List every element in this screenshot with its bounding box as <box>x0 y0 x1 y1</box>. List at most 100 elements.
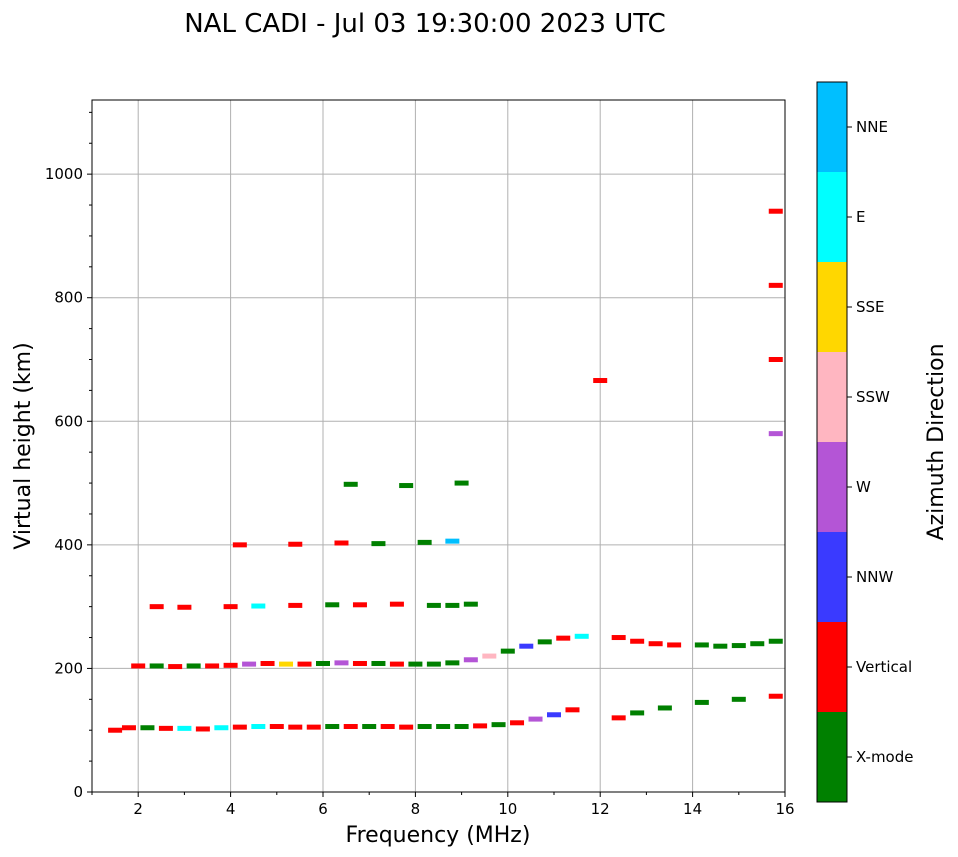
echo-point <box>510 720 525 726</box>
colorbar-segment <box>817 442 847 532</box>
x-tick-label: 14 <box>683 800 702 818</box>
echo-point <box>694 699 709 705</box>
echo-point <box>168 664 183 670</box>
plot-frame <box>91 99 786 793</box>
echo-point <box>325 602 340 608</box>
echo-point <box>454 724 469 730</box>
echo-point <box>205 663 220 669</box>
echo-point <box>556 635 571 641</box>
echo-point <box>334 540 349 546</box>
x-axis-ticks: 2 4 6 8 10 12 14 16 <box>91 792 795 818</box>
echo-point <box>537 639 552 645</box>
colorbar-tick-label: X-mode <box>856 748 913 766</box>
y-tick-label: 800 <box>54 289 83 307</box>
colorbar-tick-label: Vertical <box>856 658 912 676</box>
echo-point <box>288 602 303 608</box>
colorbar-tick-label: SSW <box>856 388 890 406</box>
echo-point <box>232 542 247 548</box>
chart-title: NAL CADI - Jul 03 19:30:00 2023 UTC <box>184 9 666 39</box>
y-tick-label: 1000 <box>45 165 83 183</box>
echo-point <box>491 722 506 728</box>
echo-point <box>399 724 414 730</box>
x-tick-label: 6 <box>318 800 328 818</box>
echo-point <box>528 716 543 722</box>
echo-point <box>108 727 123 733</box>
echo-point <box>343 724 358 730</box>
x-tick-label: 4 <box>226 800 236 818</box>
echo-point <box>279 661 294 667</box>
echo-point <box>297 661 312 667</box>
colorbar-segment <box>817 262 847 352</box>
echo-point <box>242 661 257 667</box>
echo-point <box>288 724 303 730</box>
colorbar-segment <box>817 532 847 622</box>
echo-point <box>593 378 608 384</box>
colorbar-tick-label: SSE <box>856 298 885 316</box>
echo-point <box>121 725 136 731</box>
echo-point <box>389 661 404 667</box>
y-tick-label: 0 <box>73 783 83 801</box>
echo-point <box>352 602 367 608</box>
echo-point <box>482 653 497 659</box>
echo-point <box>648 641 663 647</box>
echo-point <box>426 661 441 667</box>
echo-point <box>768 357 783 362</box>
echo-point <box>223 604 238 610</box>
colorbar-frame <box>816 81 848 803</box>
echo-point <box>223 662 238 668</box>
echo-point <box>131 663 146 669</box>
echo-point <box>436 724 451 730</box>
echo-point <box>500 648 515 654</box>
echo-point <box>574 633 589 639</box>
echo-point <box>334 660 349 666</box>
echo-point <box>694 642 709 648</box>
echo-point <box>667 642 682 648</box>
echo-point <box>269 724 284 730</box>
echo-point <box>371 541 386 547</box>
echo-point <box>463 657 478 663</box>
echo-point <box>389 601 404 607</box>
echo-point <box>463 601 478 607</box>
echo-point <box>426 602 441 608</box>
x-tick-label: 2 <box>133 800 143 818</box>
echo-point <box>149 663 164 669</box>
echo-point <box>454 480 469 486</box>
echo-point <box>362 724 377 730</box>
echo-point <box>713 643 728 649</box>
echo-point <box>417 724 432 730</box>
echo-point <box>630 710 645 716</box>
colorbar-tick-label: E <box>856 208 865 226</box>
echo-point <box>750 641 765 647</box>
echo-point <box>251 724 266 730</box>
colorbar-tick-label: W <box>856 478 871 496</box>
colorbar-segment <box>817 352 847 442</box>
echo-point <box>565 707 580 713</box>
echo-point <box>473 723 488 729</box>
colorbar-label: Azimuth Direction <box>924 343 949 540</box>
echo-point <box>445 602 460 608</box>
echo-point <box>214 725 229 731</box>
echo-point <box>731 643 746 649</box>
plot-area: 2 4 6 8 10 12 14 16 0 200 400 600 800 1000 <box>45 99 795 818</box>
colorbar-segment <box>817 712 847 802</box>
y-tick-label: 400 <box>54 536 83 554</box>
echo-point <box>519 643 534 649</box>
echo-point <box>399 483 414 489</box>
echo-point <box>288 541 303 547</box>
y-axis-label: Virtual height (km) <box>11 342 36 549</box>
x-tick-label: 10 <box>498 800 517 818</box>
echo-point <box>232 724 247 730</box>
azimuth-colorbar: X-mode Vertical NNW W SSW SSE E NNE <box>816 81 913 803</box>
echo-point <box>611 715 626 721</box>
echo-point <box>352 660 367 666</box>
grid-lines <box>92 100 786 793</box>
echo-point <box>140 725 155 731</box>
colorbar-tick-label: NNW <box>856 568 893 586</box>
echo-point <box>380 724 395 730</box>
colorbar-tick-label: NNE <box>856 118 888 136</box>
echo-point <box>768 431 783 437</box>
echo-point <box>611 635 626 641</box>
echo-marks <box>108 208 783 733</box>
y-tick-label: 600 <box>54 412 83 430</box>
